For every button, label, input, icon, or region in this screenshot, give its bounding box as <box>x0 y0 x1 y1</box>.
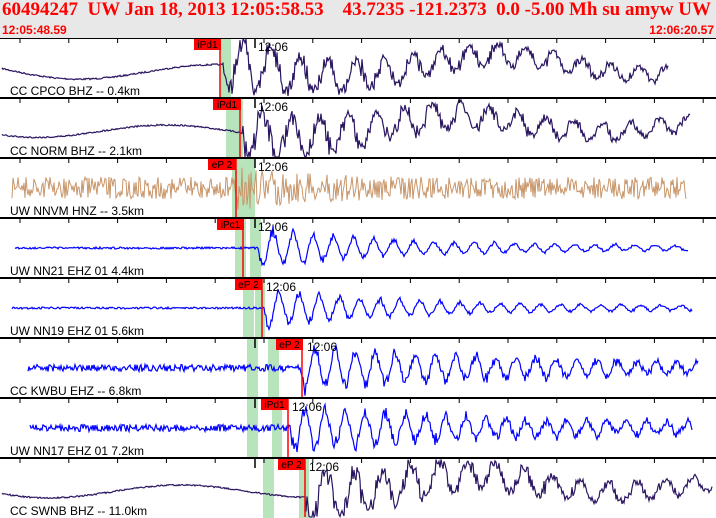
waveform <box>11 289 693 332</box>
station-label: CC NORM BHZ -- 2.1km <box>10 144 142 158</box>
trace-panel[interactable]: 12:06 eP 2 CC SWNB BHZ -- 11.0km <box>0 457 716 518</box>
pick-window <box>263 459 274 518</box>
minute-label: 12:06 <box>258 40 288 54</box>
pick-label: eP 2 <box>281 460 302 471</box>
pick-window <box>299 459 309 518</box>
trace-panel[interactable]: 12:06 iPc1 UW NN21 EHZ 01 4.4km <box>0 217 716 278</box>
pick-window <box>243 279 254 338</box>
station-label: UW NN19 EHZ 01 5.6km <box>10 324 144 338</box>
pick-window <box>226 99 243 158</box>
start-time: 12:05:48.59 <box>2 23 67 37</box>
waveform <box>1 38 669 96</box>
pick-label: iPc1 <box>221 220 241 231</box>
minute-label: 12:06 <box>258 160 288 174</box>
pick-label: eP 2 <box>238 280 259 291</box>
trace-panel[interactable]: 12:06 iPd1 CC CPCO BHZ -- 0.4km <box>0 38 716 98</box>
pick-flag[interactable] <box>278 459 305 470</box>
header-bar: 60494247 UW Jan 18, 2013 12:05:58.53 43.… <box>0 0 716 38</box>
minute-label: 12:06 <box>292 400 322 414</box>
minute-label: 12:06 <box>307 340 337 354</box>
station-label: UW NN17 EHZ 01 7.2km <box>10 444 144 458</box>
pick-window <box>255 279 265 338</box>
minute-label: 12:06 <box>309 460 339 474</box>
waveform <box>1 459 713 518</box>
trace-panel[interactable]: 12:06 eP 2 CC KWBU EHZ -- 6.8km <box>0 337 716 398</box>
waveform-panels[interactable]: 12:06 iPd1 CC CPCO BHZ -- 0.4km 12:06 iPd1 CC… <box>0 38 716 518</box>
station-label: UW NN21 EHZ 01 4.4km <box>10 264 144 278</box>
pick-flag[interactable] <box>213 99 241 110</box>
event-title: 60494247 UW Jan 18, 2013 12:05:58.53 43.… <box>2 0 716 20</box>
pick-window <box>272 399 282 458</box>
station-label: UW NNVM HNZ -- 3.5km <box>10 204 144 218</box>
pick-flag[interactable] <box>194 39 221 50</box>
minute-label: 12:06 <box>258 100 288 114</box>
pick-window <box>247 339 258 398</box>
waveform <box>11 167 687 210</box>
pick-label: iPd1 <box>264 400 284 411</box>
trace-panel[interactable]: 12:06 iPd1 UW NN17 EHZ 01 7.2km <box>0 397 716 458</box>
pick-label: eP 2 <box>279 340 300 351</box>
pick-window <box>220 39 231 98</box>
waveform <box>14 225 689 267</box>
pick-flag[interactable] <box>235 279 262 290</box>
station-label: CC CPCO BHZ -- 0.4km <box>10 84 140 98</box>
pick-flag[interactable] <box>208 159 236 170</box>
station-label: CC KWBU EHZ -- 6.8km <box>10 384 141 398</box>
waveform <box>1 98 691 159</box>
trace-panel[interactable]: 12:06 eP 2 UW NN19 EHZ 01 5.6km <box>0 277 716 338</box>
pick-flag[interactable] <box>276 339 303 350</box>
trace-panel[interactable]: 12:06 eP 2 UW NNVM HNZ -- 3.5km <box>0 157 716 218</box>
trace-panel[interactable]: 12:06 iPd1 CC NORM BHZ -- 2.1km <box>0 97 716 159</box>
minute-label: 12:06 <box>266 280 296 294</box>
pick-label: iPd1 <box>217 100 237 111</box>
pick-label: eP 2 <box>212 160 233 171</box>
end-time: 12:06:20.57 <box>649 23 714 37</box>
station-label: CC SWNB BHZ -- 11.0km <box>10 504 147 518</box>
pick-label: iPd1 <box>197 40 217 51</box>
pick-flag[interactable] <box>261 399 288 410</box>
waveform <box>27 343 699 396</box>
minute-label: 12:06 <box>258 220 288 234</box>
pick-flag[interactable] <box>217 219 244 230</box>
waveform <box>29 402 693 453</box>
